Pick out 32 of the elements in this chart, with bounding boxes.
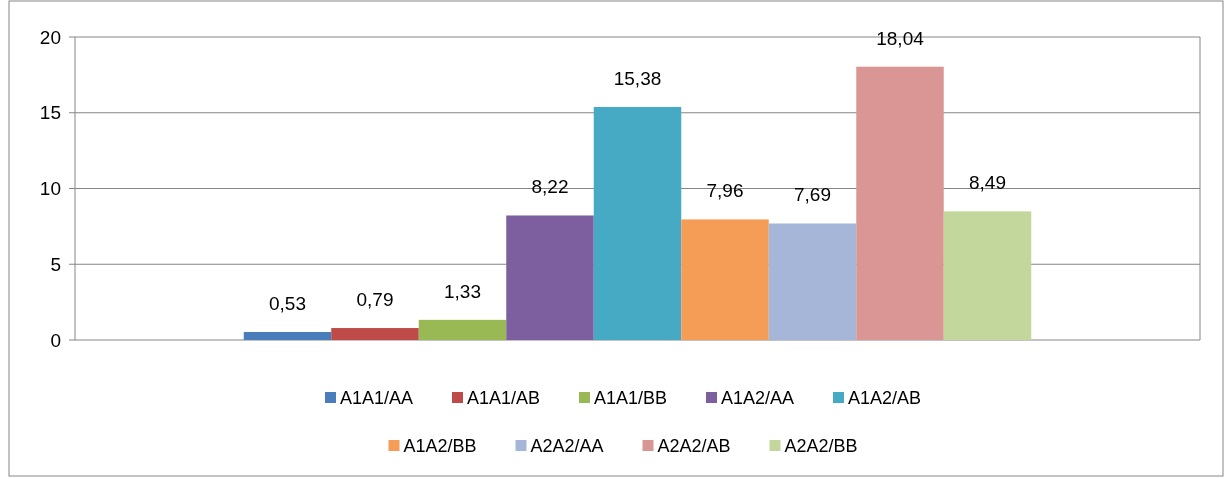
y-tick-label: 0 <box>50 329 61 351</box>
data-label: 8,22 <box>531 176 569 198</box>
legend-label: A2A2/AB <box>657 436 731 457</box>
bar <box>418 319 507 340</box>
bar <box>331 328 419 340</box>
legend-label: A1A1/AA <box>340 388 414 409</box>
y-tick-label: 15 <box>39 102 61 124</box>
bar <box>506 215 594 340</box>
data-label: 1,33 <box>444 280 481 302</box>
legend-label: A1A2/AB <box>848 388 922 409</box>
data-label: 7,69 <box>794 184 831 206</box>
legend-label: A1A1/BB <box>594 388 668 409</box>
data-label: 8,49 <box>969 172 1006 194</box>
y-tick-label: 10 <box>39 178 61 200</box>
data-label: 0,53 <box>269 292 306 314</box>
data-label: 0,79 <box>356 289 394 311</box>
data-label: 18,04 <box>876 27 925 49</box>
legend-label: A1A2/BB <box>403 436 477 457</box>
y-tick-label: 20 <box>39 26 61 48</box>
bar <box>856 66 944 340</box>
bar <box>593 106 682 340</box>
data-label: 15,38 <box>613 67 662 89</box>
data-label: 7,96 <box>706 180 744 202</box>
bar <box>943 211 1032 340</box>
bar <box>681 219 769 340</box>
legend-label: A1A2/AA <box>721 388 795 409</box>
legend-label: A1A1/AB <box>467 388 541 409</box>
y-tick-label: 5 <box>50 253 61 275</box>
bar <box>768 223 857 340</box>
legend-label: A2A2/BB <box>784 436 858 457</box>
legend-label: A2A2/AA <box>530 436 604 457</box>
bar <box>243 331 332 340</box>
